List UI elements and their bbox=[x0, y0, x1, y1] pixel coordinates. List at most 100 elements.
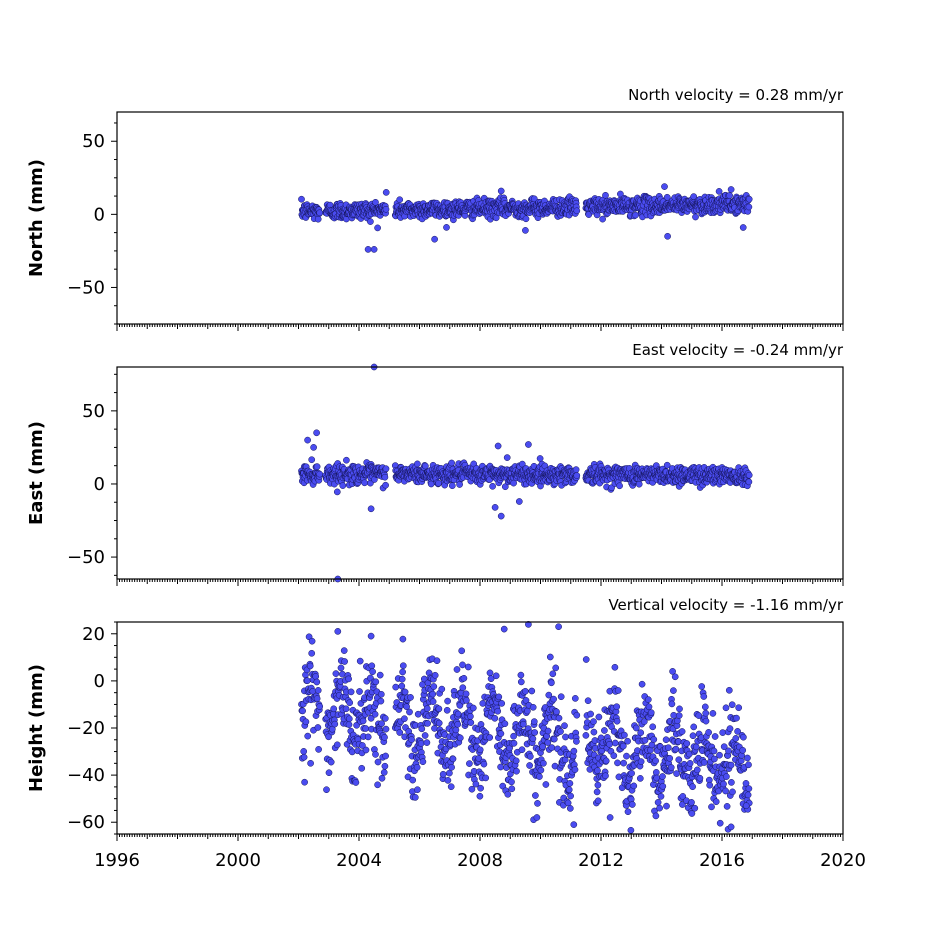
data-point bbox=[638, 680, 646, 688]
data-point bbox=[539, 743, 547, 750]
data-point bbox=[342, 705, 350, 713]
data-point bbox=[711, 755, 718, 763]
data-point bbox=[371, 710, 379, 718]
data-point bbox=[399, 662, 407, 670]
data-point bbox=[427, 480, 435, 488]
data-point bbox=[517, 678, 525, 686]
data-point bbox=[364, 733, 372, 741]
data-point bbox=[573, 472, 581, 479]
data-point bbox=[316, 703, 324, 710]
data-point bbox=[567, 792, 574, 800]
data-point bbox=[722, 704, 730, 712]
data-point bbox=[521, 687, 529, 695]
data-point bbox=[530, 718, 538, 725]
data-point bbox=[745, 471, 753, 479]
data-point bbox=[582, 656, 590, 663]
data-point bbox=[300, 753, 308, 761]
data-point bbox=[537, 766, 545, 774]
data-point bbox=[652, 757, 659, 765]
data-point bbox=[377, 690, 385, 698]
data-point bbox=[712, 798, 720, 806]
data-point bbox=[314, 724, 322, 731]
outlier-point bbox=[301, 778, 308, 786]
data-point bbox=[711, 733, 719, 740]
data-point bbox=[486, 734, 494, 741]
data-point bbox=[406, 708, 413, 716]
data-point bbox=[419, 681, 426, 688]
data-point bbox=[520, 720, 527, 728]
data-point bbox=[510, 732, 517, 740]
panel-title: North velocity = 0.28 mm/yr bbox=[628, 86, 844, 104]
data-point bbox=[663, 802, 670, 810]
outlier-point bbox=[525, 621, 532, 628]
data-point bbox=[636, 775, 644, 782]
data-point bbox=[722, 787, 729, 795]
data-point bbox=[548, 744, 556, 751]
data-point bbox=[399, 668, 406, 676]
outlier-point bbox=[555, 623, 562, 631]
data-point bbox=[720, 743, 728, 751]
data-point bbox=[679, 793, 687, 800]
data-point bbox=[308, 637, 316, 645]
data-point bbox=[303, 677, 311, 685]
data-point bbox=[501, 483, 509, 491]
panel-2: East velocity = -0.24 mm/yr East (mm) 50 0 −… bbox=[26, 341, 844, 586]
data-point bbox=[382, 481, 389, 489]
data-point bbox=[396, 196, 404, 204]
data-point bbox=[447, 783, 455, 791]
x-tick-label: 2016 bbox=[699, 850, 745, 871]
y-tick-label: 20 bbox=[82, 624, 105, 645]
data-point bbox=[659, 773, 666, 780]
data-point bbox=[572, 466, 580, 473]
outlier-point bbox=[727, 823, 735, 831]
data-point bbox=[356, 657, 364, 665]
data-point bbox=[635, 480, 643, 488]
data-point bbox=[378, 720, 385, 727]
data-point bbox=[702, 717, 710, 725]
data-point bbox=[421, 732, 429, 739]
data-point bbox=[698, 683, 706, 690]
data-point bbox=[381, 733, 388, 741]
data-point bbox=[448, 459, 455, 467]
data-point bbox=[499, 782, 507, 790]
data-point bbox=[745, 785, 753, 792]
data-point bbox=[573, 711, 581, 719]
data-point bbox=[337, 664, 345, 672]
data-point bbox=[601, 727, 608, 734]
data-point bbox=[676, 705, 683, 713]
outlier-point bbox=[382, 189, 390, 196]
data-point bbox=[398, 675, 406, 683]
data-point bbox=[467, 713, 474, 720]
data-point bbox=[627, 826, 635, 834]
y-tick-label: 0 bbox=[94, 671, 105, 692]
data-point bbox=[672, 745, 680, 753]
data-point bbox=[513, 767, 520, 775]
data-point bbox=[435, 705, 443, 713]
data-point bbox=[742, 780, 750, 787]
data-point bbox=[308, 456, 316, 464]
data-point bbox=[401, 715, 408, 723]
data-point bbox=[616, 482, 623, 490]
x-tick-label: 2008 bbox=[457, 850, 503, 871]
data-point bbox=[675, 712, 683, 719]
data-point bbox=[340, 647, 348, 654]
data-point bbox=[345, 675, 352, 683]
data-point bbox=[649, 723, 657, 731]
data-point bbox=[706, 781, 714, 789]
panel-3: Vertical velocity = -1.16 mm/yr Height (m… bbox=[26, 596, 866, 871]
data-point bbox=[469, 704, 477, 712]
data-point bbox=[624, 808, 632, 816]
data-point bbox=[641, 736, 649, 744]
data-point bbox=[347, 688, 355, 696]
x-tick-label: 2012 bbox=[578, 850, 624, 871]
data-point bbox=[361, 479, 368, 487]
plot-frame bbox=[116, 366, 844, 580]
data-point bbox=[298, 195, 305, 203]
data-point bbox=[678, 728, 686, 735]
outlier-point bbox=[570, 821, 578, 828]
data-point bbox=[419, 758, 427, 766]
data-point bbox=[518, 746, 526, 754]
data-point bbox=[403, 703, 410, 711]
data-point bbox=[438, 685, 446, 693]
